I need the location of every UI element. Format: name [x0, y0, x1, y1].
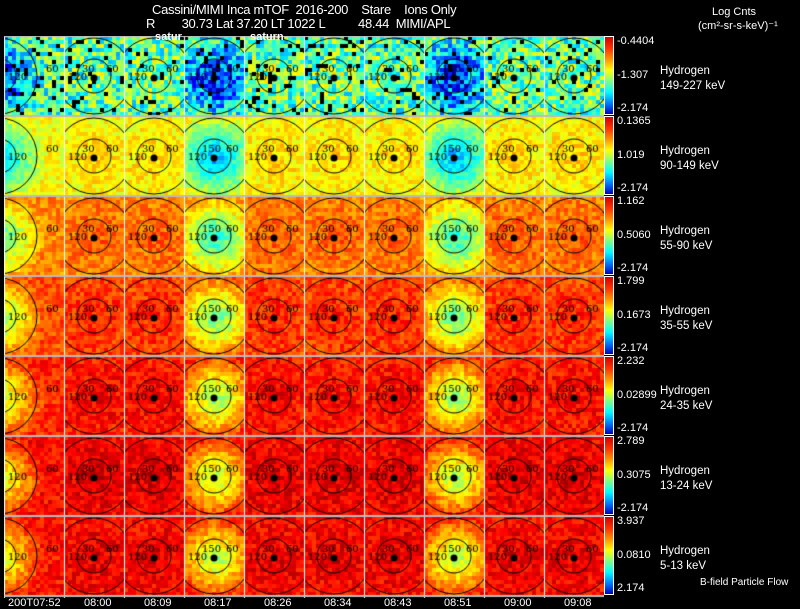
units-label: Log Cnts — [712, 6, 757, 18]
species-label: Hydrogen — [660, 465, 710, 477]
species-label: Hydrogen — [660, 385, 710, 397]
species-label: Hydrogen — [660, 145, 710, 157]
time-tick-label: 09:00 — [504, 597, 532, 609]
energy-range-label: 24-35 keV — [660, 400, 713, 412]
colorbar-min-label: -2.174 — [617, 262, 649, 274]
colorbar — [604, 356, 614, 435]
colorbar-max-label: 2.789 — [617, 435, 645, 447]
colorbar-min-label: -2.174 — [617, 182, 649, 194]
time-tick-label: 08:34 — [324, 597, 352, 609]
colorbar-min-label: -2.174 — [617, 342, 649, 354]
colorbar-min-label: -2.174 — [617, 502, 649, 514]
time-tick-label: 08:51 — [444, 597, 472, 609]
saturn-label: saturn — [250, 31, 284, 43]
colorbar-min-label: 2.174 — [617, 582, 645, 594]
colorbar-max-label: 2.232 — [617, 355, 645, 367]
units-expression: (cm²-sr-s-keV)⁻¹ — [698, 20, 778, 32]
saturn-label: satur — [155, 31, 182, 43]
colorbar-min-label: -2.174 — [617, 102, 649, 114]
colorbar-max-label: 0.1365 — [617, 115, 651, 127]
colorbar-max-label: 1.162 — [617, 195, 645, 207]
energy-range-label: 90-149 keV — [660, 160, 719, 172]
colorbar — [604, 276, 614, 355]
colorbar-mid-label: 1.019 — [617, 149, 645, 161]
colorbar-max-label: 1.799 — [617, 275, 645, 287]
energy-range-label: 35-55 keV — [660, 320, 713, 332]
time-tick-label: 08:17 — [204, 597, 232, 609]
time-tick-label: 08:43 — [384, 597, 412, 609]
colorbar — [604, 36, 614, 115]
colorbar-mid-label: 0.0810 — [617, 549, 651, 561]
species-label: Hydrogen — [660, 65, 710, 77]
title-line-1: Cassini/MIMI Inca mTOF 2016-200 Stare Io… — [152, 2, 457, 17]
colorbar — [604, 516, 614, 595]
colorbar-mid-label: 0.3075 — [617, 469, 651, 481]
colorbar — [604, 116, 614, 195]
energy-range-label: 149-227 keV — [660, 80, 726, 92]
time-tick-label: 08:26 — [264, 597, 292, 609]
colorbar-mid-label: -1.307 — [617, 69, 649, 81]
species-label: Hydrogen — [660, 225, 710, 237]
time-tick-label: 08:09 — [144, 597, 172, 609]
colorbar — [604, 436, 614, 515]
species-label: Hydrogen — [660, 545, 710, 557]
species-label: Hydrogen — [660, 305, 710, 317]
colorbar-min-label: -2.174 — [617, 422, 649, 434]
heatmap-grid — [4, 36, 604, 598]
colorbar-mid-label: 0.02899 — [617, 389, 657, 401]
colorbar-mid-label: 0.1673 — [617, 309, 651, 321]
colorbar-max-label: 3.937 — [617, 515, 645, 527]
energy-range-label: 55-90 keV — [660, 240, 713, 252]
footer-note: B-field Particle Flow — [700, 577, 789, 588]
title-line-2: R 30.73 Lat 37.20 LT 1022 L 48.44 MIMI/A… — [146, 16, 451, 31]
time-tick-label: 08:00 — [84, 597, 112, 609]
time-tick-label: 09:08 — [564, 597, 592, 609]
energy-range-label: 5-13 keV — [660, 560, 707, 572]
energy-range-label: 13-24 keV — [660, 480, 713, 492]
time-tick-label: 200T07:52 — [8, 597, 61, 609]
colorbar-max-label: -0.4404 — [617, 35, 655, 47]
colorbar — [604, 196, 614, 275]
colorbar-mid-label: 0.5060 — [617, 229, 651, 241]
